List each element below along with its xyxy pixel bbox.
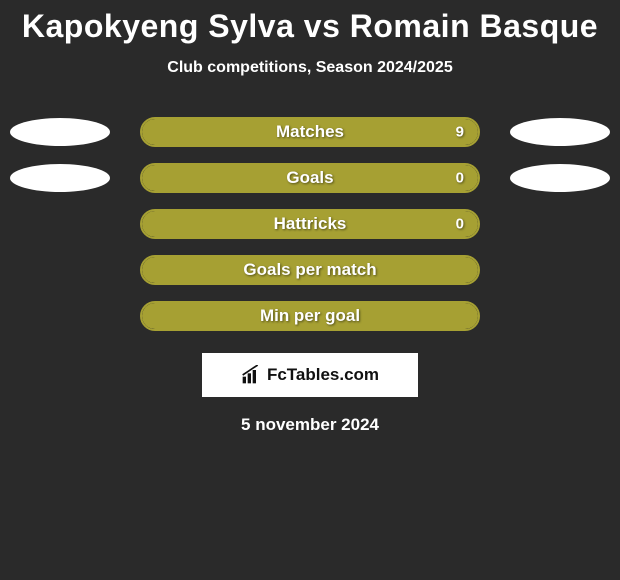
stat-row: Matches9 xyxy=(0,109,620,155)
stat-bar: Hattricks0 xyxy=(140,209,480,239)
stat-bar: Matches9 xyxy=(140,117,480,147)
stat-bar: Goals0 xyxy=(140,163,480,193)
left-ellipse xyxy=(10,118,110,146)
stat-row: Hattricks0 xyxy=(0,201,620,247)
stat-bar-fill xyxy=(142,257,478,283)
right-ellipse xyxy=(510,164,610,192)
stat-bar-fill xyxy=(142,211,478,237)
left-ellipse xyxy=(10,164,110,192)
stat-bar: Min per goal xyxy=(140,301,480,331)
page-container: Kapokyeng Sylva vs Romain Basque Club co… xyxy=(0,0,620,435)
bar-chart-icon xyxy=(241,365,261,385)
stat-row: Goals0 xyxy=(0,155,620,201)
stat-row: Min per goal xyxy=(0,293,620,339)
stat-row: Goals per match xyxy=(0,247,620,293)
stat-bar-fill xyxy=(142,303,478,329)
stat-bar: Goals per match xyxy=(140,255,480,285)
right-ellipse xyxy=(510,118,610,146)
logo-box: FcTables.com xyxy=(202,353,418,397)
logo-text: FcTables.com xyxy=(267,365,379,385)
page-title: Kapokyeng Sylva vs Romain Basque xyxy=(0,8,620,45)
date-text: 5 november 2024 xyxy=(0,415,620,435)
stat-bar-fill xyxy=(142,119,478,145)
stat-bar-fill xyxy=(142,165,478,191)
page-subtitle: Club competitions, Season 2024/2025 xyxy=(0,59,620,77)
stats-block: Matches9 Goals0 Hattricks0 Goals per match M… xyxy=(0,109,620,339)
